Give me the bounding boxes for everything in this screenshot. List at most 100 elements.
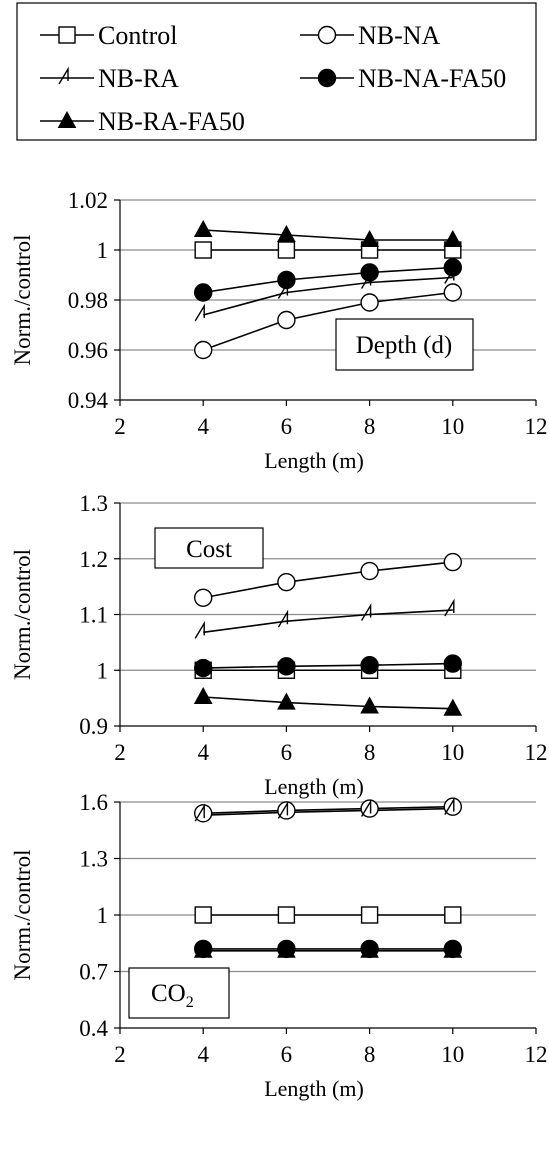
series-group: [193, 219, 463, 360]
x-tick-label: 10: [441, 1042, 464, 1067]
point-nb-ra: [444, 598, 455, 617]
x-tick-label: 6: [281, 1042, 293, 1067]
point-nb-na: [193, 804, 213, 823]
point-nb-na-fa50: [193, 658, 213, 678]
point-nb-na: [443, 552, 462, 572]
point-nb-ra: [360, 602, 372, 621]
point-nb-ra-fa50: [277, 940, 296, 958]
legend-marker-nb-na-fa50: [317, 68, 337, 88]
y-tick-label: 1.02: [68, 188, 108, 213]
y-tick-label: 0.96: [68, 338, 108, 363]
point-nb-ra-fa50: [193, 940, 213, 958]
y-tick-label: 0.9: [79, 714, 108, 739]
legend-frame: [16, 2, 537, 141]
point-nb-ra: [277, 609, 289, 628]
series-line-nb-ra: [203, 807, 453, 816]
annotation: Depth (d): [335, 318, 474, 371]
point-nb-na: [360, 561, 379, 581]
y-tick-label: 0.4: [79, 1016, 108, 1041]
point-nb-ra: [360, 798, 372, 817]
x-tick-label: 12: [525, 740, 548, 765]
point-nb-na-fa50: [193, 283, 213, 302]
point-nb-ra: [444, 797, 455, 815]
point-nb-ra: [277, 800, 289, 819]
series-line-nb-ra: [202, 276, 453, 316]
series-line-nb-na-fa50: [203, 662, 453, 669]
x-tick-label: 8: [364, 740, 376, 765]
y-tick-label: 0.98: [68, 288, 108, 313]
x-tick-label: 10: [441, 740, 464, 765]
point-nb-na: [443, 797, 462, 816]
x-tick-label: 2: [114, 414, 126, 439]
point-nb-na-fa50: [443, 654, 462, 673]
point-nb-ra-fa50: [360, 229, 379, 247]
legend-item-nb-ra: NB-RA: [40, 64, 179, 93]
legend: Control NB-NA NB-RA NB-NA-FA50 NB-RA-FA50: [16, 2, 537, 141]
point-nb-na: [277, 801, 296, 820]
point-nb-ra: [194, 620, 205, 639]
series-line-nb-ra-fa50: [203, 696, 453, 710]
y-tick-label: 1.6: [79, 790, 108, 815]
x-tick-label: 4: [197, 414, 209, 439]
y-tick-label: 1: [97, 658, 109, 683]
y-axis-title: Norm./control: [10, 235, 35, 366]
point-nb-na-fa50: [277, 657, 296, 676]
x-tick-label: 12: [525, 414, 548, 439]
point-nb-ra-fa50: [277, 692, 296, 710]
point-control: [194, 241, 212, 259]
series-group: [193, 552, 463, 716]
annotation: Cost: [154, 527, 264, 569]
y-tick-label: 1.3: [79, 491, 108, 516]
x-tick-label: 12: [525, 1042, 548, 1067]
x-tick-label: 10: [441, 414, 464, 439]
x-tick-label: 8: [364, 414, 376, 439]
y-tick-label: 1.1: [79, 603, 108, 628]
point-nb-na: [443, 283, 462, 302]
point-control: [277, 241, 296, 259]
point-control: [194, 906, 212, 924]
annotation: CO2: [128, 967, 230, 1019]
point-control: [277, 906, 296, 924]
x-tick-label: 6: [281, 740, 293, 765]
series-line-nb-na-fa50: [203, 266, 453, 294]
legend-label: NB-NA: [358, 21, 441, 50]
gridlines: [120, 199, 536, 351]
series-group: [193, 797, 463, 959]
co2-chart: 0.4 0.7 1 1.3 1.6 2 4 6 8 10 12 Length (m) Norm./con…: [10, 790, 548, 1101]
x-tick-label: 2: [114, 740, 126, 765]
legend-item-nb-na-fa50: NB-NA-FA50: [300, 64, 506, 93]
point-nb-na: [277, 572, 296, 592]
point-nb-ra-fa50: [360, 696, 379, 714]
point-nb-na: [360, 293, 379, 312]
annotation-subscript: 2: [186, 994, 194, 1011]
point-control: [360, 906, 379, 924]
point-nb-na-fa50: [443, 258, 462, 277]
legend-marker-nb-na: [317, 25, 337, 45]
point-nb-ra-fa50: [193, 686, 213, 705]
point-nb-na: [277, 310, 296, 330]
x-tick-label: 8: [364, 1042, 376, 1067]
y-tick-label: 0.94: [68, 388, 109, 413]
point-nb-na-fa50: [360, 656, 379, 675]
point-nb-ra-fa50: [443, 698, 463, 716]
y-tick-label: 1: [97, 903, 109, 928]
y-tick-label: 0.7: [79, 960, 108, 985]
legend-marker-nb-ra-fa50: [57, 110, 77, 128]
series-line-nb-ra-fa50: [203, 229, 453, 241]
series-line-nb-na: [202, 291, 453, 351]
point-nb-ra-fa50: [277, 224, 296, 242]
depth-chart: 0.94 0.96 0.98 1 1.02 2 4 6 8 10 12 Length (m) Norm.…: [10, 188, 548, 473]
legend-item-nb-ra-fa50: NB-RA-FA50: [40, 107, 245, 136]
x-axis-title: Length (m): [264, 448, 364, 473]
legend-label: NB-RA: [98, 64, 179, 93]
series-line-nb-na: [203, 561, 453, 599]
point-control: [444, 906, 462, 924]
annotation-box: [154, 527, 264, 569]
point-nb-ra: [194, 303, 205, 322]
y-axis-title: Norm./control: [10, 850, 35, 981]
annotation-label: Cost: [186, 536, 232, 563]
y-tick-label: 1.3: [79, 847, 108, 872]
point-nb-na: [360, 799, 379, 818]
x-tick-label: 4: [197, 740, 209, 765]
point-nb-na-fa50: [277, 270, 296, 290]
